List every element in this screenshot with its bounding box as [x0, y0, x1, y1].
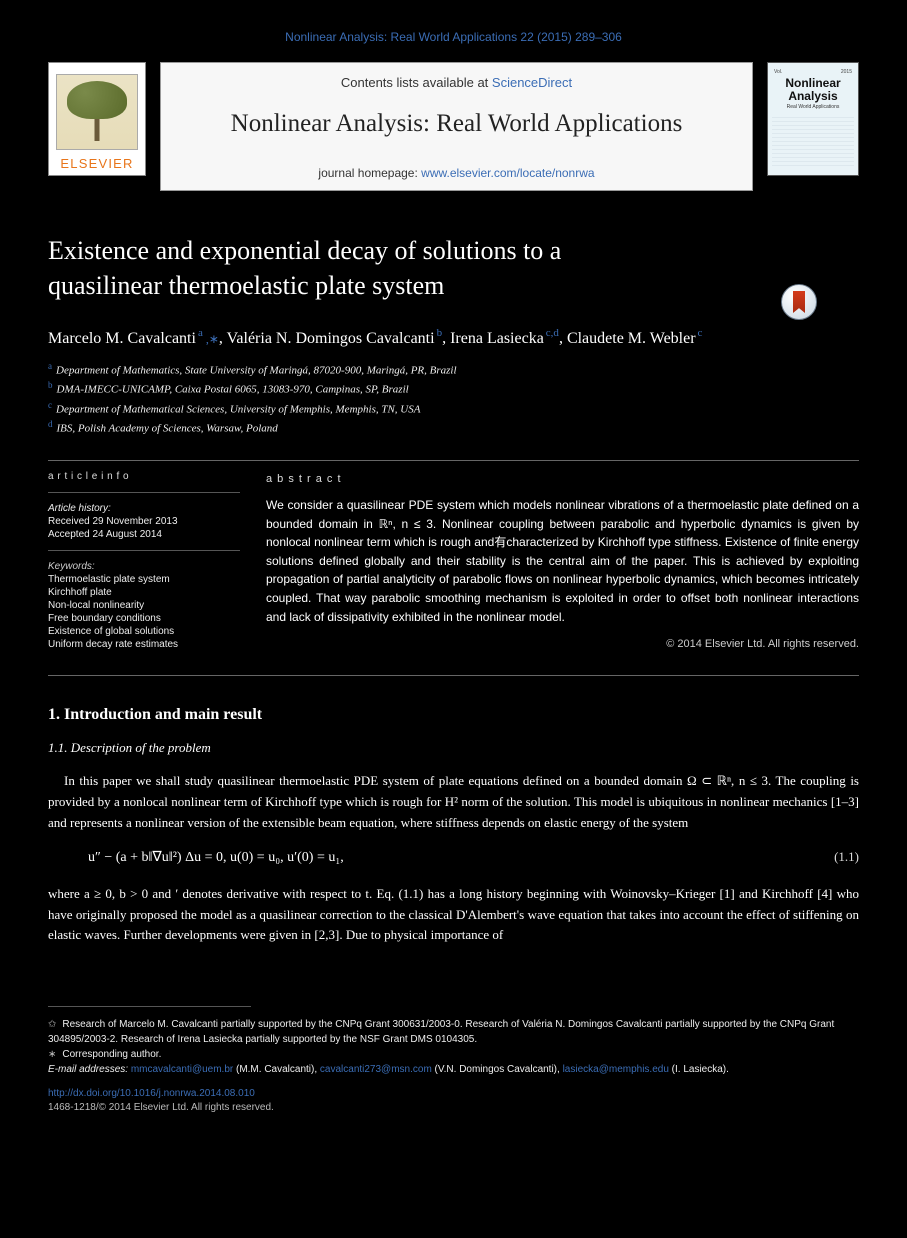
homepage-prefix: journal homepage: [318, 166, 421, 180]
abstract: a b s t r a c t We consider a quasilinea… [266, 471, 859, 653]
contents-prefix: Contents lists available at [341, 75, 492, 90]
author-mark: c [698, 327, 703, 339]
body-text: 1.1. Description of the problem In this … [48, 738, 859, 946]
equation-number: (1.1) [834, 847, 859, 868]
subsection-heading: 1.1. Description of the problem [48, 738, 859, 759]
author: Claudete M. Weblerc [567, 330, 703, 347]
page-root: Nonlinear Analysis: Real World Applicati… [0, 0, 907, 1155]
doi-link[interactable]: http://dx.doi.org/10.1016/j.nonrwa.2014.… [48, 1088, 255, 1099]
corresponding-note: ∗Corresponding author. [48, 1047, 859, 1062]
keywords-list: Thermoelastic plate system Kirchhoff plat… [48, 574, 240, 650]
elsevier-word: ELSEVIER [60, 156, 133, 171]
affiliation-line: bDMA-IMECC-UNICAMP, Caixa Postal 6065, 1… [48, 379, 859, 399]
author: Marcelo M. Cavalcantia,∗ [48, 330, 219, 347]
corresponding-star: ,∗ [206, 332, 219, 346]
intro-para-1: In this paper we shall study quasilinear… [48, 771, 859, 833]
received-line: Received 29 November 2013 [48, 516, 240, 527]
keyword: Kirchhoff plate [48, 587, 240, 598]
keyword: Thermoelastic plate system [48, 574, 240, 585]
emails-label: E-mail addresses: [48, 1064, 131, 1075]
homepage-link[interactable]: www.elsevier.com/locate/nonrwa [421, 166, 594, 180]
cover-subtitle: Real World Applications [772, 104, 854, 110]
email-link[interactable]: cavalcanti273@msn.com [320, 1064, 432, 1075]
article-info: a r t i c l e i n f o Article history: R… [48, 471, 240, 653]
abstract-text: We consider a quasilinear PDE system whi… [266, 496, 859, 626]
history-heading: Article history: [48, 503, 240, 514]
keywords-heading: Keywords: [48, 561, 240, 572]
affiliation-line: aDepartment of Mathematics, State Univer… [48, 360, 859, 380]
elsevier-tree-icon [56, 74, 138, 150]
email-link[interactable]: mmcavalcanti@uem.br [131, 1064, 233, 1075]
journal-header: ELSEVIER Contents lists available at Sci… [48, 62, 859, 191]
author-mark: a [198, 327, 203, 339]
affiliations: aDepartment of Mathematics, State Univer… [48, 360, 859, 438]
journal-name: Nonlinear Analysis: Real World Applicati… [231, 110, 683, 138]
author-mark: b [437, 327, 443, 339]
affiliation-line: dIBS, Polish Academy of Sciences, Warsaw… [48, 418, 859, 438]
equation-body: u″ − (a + b‖∇u‖²) Δu = 0, u(0) = u₀, u′(… [88, 850, 344, 865]
article-title: Existence and exponential decay of solut… [48, 233, 681, 303]
author-mark: c,d [546, 327, 559, 339]
accepted-line: Accepted 24 August 2014 [48, 529, 240, 540]
running-head: Nonlinear Analysis: Real World Applicati… [48, 30, 859, 44]
keyword: Free boundary conditions [48, 613, 240, 624]
rule-bottom [48, 675, 859, 676]
keyword: Existence of global solutions [48, 626, 240, 637]
running-head-link[interactable]: Nonlinear Analysis: Real World Applicati… [285, 30, 622, 44]
cover-thumbnail: Vol.2015 Nonlinear Analysis Real World A… [767, 62, 859, 176]
author: Irena Lasieckac,d [450, 330, 559, 347]
info-and-abstract: a r t i c l e i n f o Article history: R… [48, 471, 859, 653]
sciencedirect-link[interactable]: ScienceDirect [492, 75, 572, 90]
keyword: Uniform decay rate estimates [48, 639, 240, 650]
cover-title-1: Nonlinear [772, 77, 854, 90]
keyword: Non-local nonlinearity [48, 600, 240, 611]
title-banner: Contents lists available at ScienceDirec… [160, 62, 753, 191]
emails-line: E-mail addresses: mmcavalcanti@uem.br (M… [48, 1062, 859, 1077]
contents-line: Contents lists available at ScienceDirec… [341, 75, 572, 90]
abstract-copyright: © 2014 Elsevier Ltd. All rights reserved… [266, 636, 859, 653]
elsevier-logo: ELSEVIER [48, 62, 146, 176]
doi-block: http://dx.doi.org/10.1016/j.nonrwa.2014.… [48, 1087, 859, 1115]
footnote-rule [48, 1006, 251, 1007]
article-info-heading: a r t i c l e i n f o [48, 471, 240, 482]
rule-top [48, 460, 859, 461]
author: Valéria N. Domingos Cavalcantib [227, 330, 442, 347]
abstract-heading: a b s t r a c t [266, 471, 859, 488]
email-link[interactable]: lasiecka@memphis.edu [563, 1064, 669, 1075]
section-heading: 1. Introduction and main result [48, 706, 859, 724]
cover-title-2: Analysis [772, 90, 854, 103]
issn-line: 1468-1218/© 2014 Elsevier Ltd. All right… [48, 1102, 274, 1113]
intro-para-2: where a ≥ 0, b > 0 and ′ denotes derivat… [48, 884, 859, 946]
homepage-line: journal homepage: www.elsevier.com/locat… [318, 166, 594, 180]
footnotes: ✩Research of Marcelo M. Cavalcanti parti… [48, 1017, 859, 1077]
funding-note: ✩Research of Marcelo M. Cavalcanti parti… [48, 1017, 859, 1047]
equation-1: u″ − (a + b‖∇u‖²) Δu = 0, u(0) = u₀, u′(… [88, 847, 859, 869]
affiliation-line: cDepartment of Mathematical Sciences, Un… [48, 399, 859, 419]
authors-line: Marcelo M. Cavalcantia,∗, Valéria N. Dom… [48, 327, 859, 347]
crossmark-icon[interactable] [781, 284, 817, 320]
